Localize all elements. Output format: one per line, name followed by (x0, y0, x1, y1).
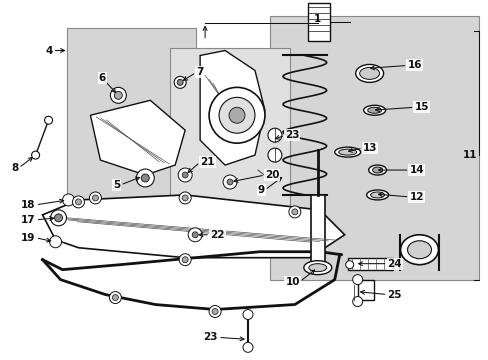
Polygon shape (170, 48, 289, 215)
Circle shape (178, 168, 192, 182)
Circle shape (174, 76, 186, 88)
Text: 23: 23 (203, 332, 218, 342)
Circle shape (182, 172, 188, 178)
Polygon shape (200, 50, 264, 165)
Ellipse shape (370, 192, 384, 198)
Text: 13: 13 (362, 143, 376, 153)
Circle shape (352, 275, 362, 285)
Text: 20: 20 (264, 170, 279, 180)
Circle shape (109, 292, 121, 303)
Polygon shape (66, 28, 196, 220)
Polygon shape (90, 100, 185, 175)
Circle shape (226, 179, 233, 185)
Circle shape (136, 169, 154, 187)
Circle shape (112, 294, 118, 301)
Ellipse shape (407, 241, 430, 259)
Text: 25: 25 (387, 289, 401, 300)
Circle shape (291, 209, 297, 215)
Bar (310, 195, 324, 265)
Circle shape (179, 254, 191, 266)
Circle shape (209, 306, 221, 318)
Bar (357, 280, 373, 300)
Circle shape (188, 228, 202, 242)
Bar (269, 15, 478, 280)
Bar (307, 3, 329, 41)
Text: 19: 19 (21, 233, 36, 243)
Circle shape (49, 236, 61, 248)
Ellipse shape (308, 264, 326, 272)
Circle shape (212, 309, 218, 315)
Text: 15: 15 (414, 102, 428, 112)
Circle shape (44, 116, 52, 124)
Circle shape (209, 87, 264, 143)
Circle shape (62, 194, 74, 206)
Circle shape (32, 151, 40, 159)
Ellipse shape (366, 190, 388, 200)
Circle shape (55, 214, 62, 222)
Text: 12: 12 (408, 192, 423, 202)
Circle shape (288, 206, 300, 218)
Ellipse shape (359, 67, 379, 80)
Text: 21: 21 (200, 157, 214, 167)
Circle shape (267, 128, 281, 142)
Circle shape (223, 175, 237, 189)
Text: 6: 6 (99, 73, 106, 84)
Text: 17: 17 (21, 215, 36, 225)
Circle shape (219, 97, 254, 133)
Circle shape (267, 148, 281, 162)
Text: 10: 10 (285, 276, 299, 287)
Text: 22: 22 (210, 230, 224, 240)
Circle shape (75, 199, 81, 205)
Ellipse shape (367, 107, 381, 113)
Ellipse shape (303, 261, 331, 275)
Ellipse shape (334, 147, 360, 157)
Text: 4: 4 (45, 45, 52, 55)
Ellipse shape (368, 165, 386, 175)
Circle shape (243, 342, 252, 352)
Circle shape (179, 192, 191, 204)
Ellipse shape (338, 149, 356, 155)
Text: 1: 1 (313, 14, 321, 24)
Circle shape (182, 195, 188, 201)
Circle shape (345, 261, 353, 269)
Text: 7: 7 (196, 67, 203, 77)
Circle shape (72, 196, 84, 208)
Text: 16: 16 (407, 60, 421, 71)
Text: 11: 11 (462, 150, 476, 160)
Text: 18: 18 (21, 200, 36, 210)
Circle shape (177, 80, 183, 85)
Bar (347, 258, 392, 270)
Text: 24: 24 (387, 259, 402, 269)
Ellipse shape (372, 167, 382, 173)
Text: 9: 9 (257, 185, 264, 195)
Circle shape (243, 310, 252, 319)
Text: 8: 8 (11, 163, 19, 173)
Circle shape (182, 257, 188, 263)
Circle shape (141, 174, 149, 182)
Text: 5: 5 (113, 180, 120, 190)
Ellipse shape (355, 64, 383, 82)
Ellipse shape (363, 105, 385, 115)
Text: 23: 23 (285, 130, 299, 140)
Polygon shape (42, 195, 344, 258)
Circle shape (192, 232, 198, 238)
Circle shape (50, 210, 66, 226)
Circle shape (228, 107, 244, 123)
Circle shape (92, 195, 98, 201)
Ellipse shape (400, 235, 438, 265)
Circle shape (114, 91, 122, 99)
Circle shape (89, 192, 101, 204)
Text: 14: 14 (408, 165, 423, 175)
Circle shape (110, 87, 126, 103)
Circle shape (352, 297, 362, 306)
